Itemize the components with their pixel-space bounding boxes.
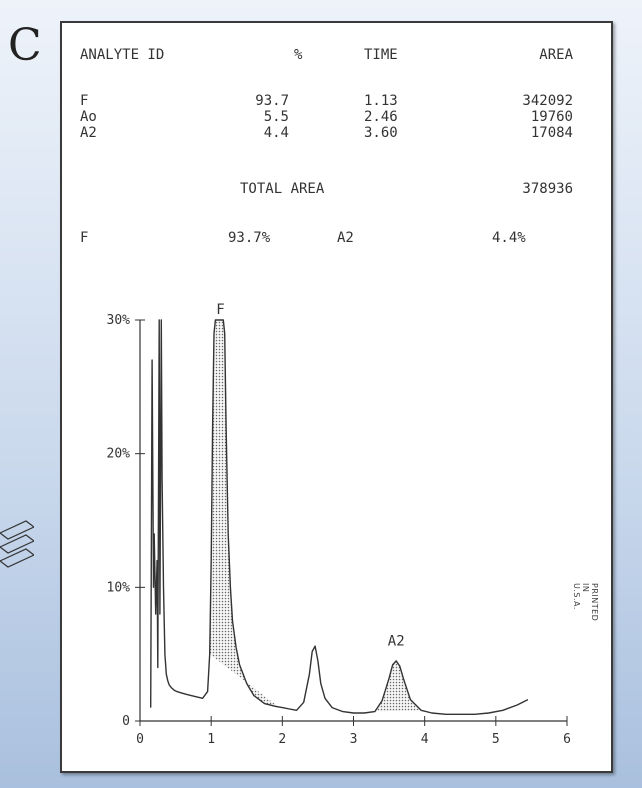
- peak-label: F: [216, 302, 224, 318]
- peak-label: A2: [388, 633, 405, 649]
- x-tick-label: 4: [421, 732, 429, 747]
- chromatogram-printout: ANALYTE ID % TIME AREA F 93.7 1.13 34209…: [60, 21, 613, 773]
- row-time: 1.13: [364, 93, 398, 109]
- y-tick-label: 20%: [107, 447, 131, 462]
- y-tick-label: 0: [122, 714, 130, 729]
- row-time: 3.60: [364, 125, 398, 141]
- row-analyte-id: Ao: [80, 109, 97, 125]
- x-tick-label: 5: [492, 732, 500, 747]
- row-area: 342092: [522, 93, 573, 109]
- summary-analyte-a: F: [80, 230, 89, 246]
- total-area-value: 378936: [522, 181, 573, 197]
- summary-percent-b: 4.4%: [492, 230, 526, 246]
- slide-letter: C: [8, 20, 42, 71]
- y-tick-label: 30%: [107, 313, 131, 328]
- x-tick-label: 2: [278, 732, 286, 747]
- header-area: AREA: [539, 47, 573, 63]
- summary-percent-a: 93.7%: [228, 230, 271, 246]
- total-area-label: TOTAL AREA: [240, 181, 325, 197]
- header-analyte-id: ANALYTE ID: [80, 47, 165, 63]
- chromatogram-chart: 0 1 2 3 4 5 6 0 10% 20% 30% F A2: [107, 302, 571, 747]
- x-tick-label: 6: [563, 732, 571, 747]
- row-analyte-id: F: [80, 93, 89, 109]
- header-time: TIME: [364, 47, 398, 63]
- row-percent: 5.5: [263, 109, 289, 125]
- shaded-peak-area: [209, 320, 279, 707]
- row-time: 2.46: [364, 109, 398, 125]
- header-percent: %: [294, 47, 303, 63]
- row-percent: 4.4: [263, 125, 289, 141]
- printed-in-usa-mark: PRINTED IN U.S.A.: [572, 583, 599, 622]
- row-area: 17084: [530, 125, 573, 141]
- stack-icon: [0, 520, 34, 568]
- x-tick-label: 0: [136, 732, 144, 747]
- row-analyte-id: A2: [80, 125, 97, 141]
- row-area: 19760: [530, 109, 573, 125]
- summary-analyte-b: A2: [337, 230, 354, 246]
- row-percent: 93.7: [255, 93, 289, 109]
- x-tick-label: 3: [350, 732, 358, 747]
- series-line: [150, 319, 529, 715]
- y-tick-label: 10%: [107, 580, 131, 595]
- x-tick-label: 1: [207, 732, 215, 747]
